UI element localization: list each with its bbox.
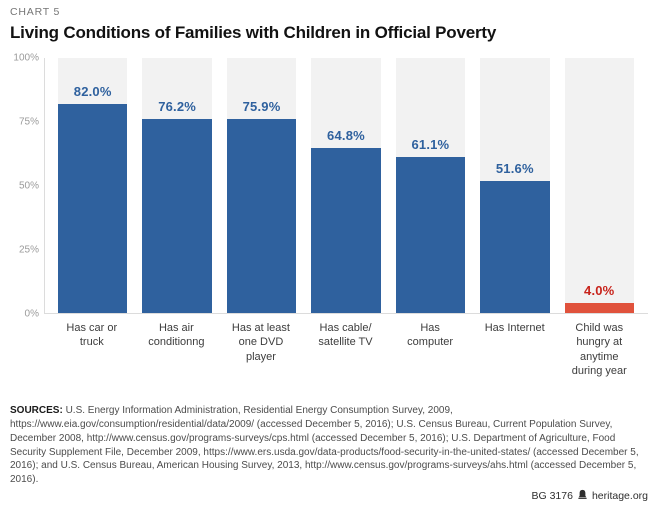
category-label: Has air conditionng (148, 322, 205, 349)
bar-chart: 100% 75% 50% 25% 0% 82.0% 76.2% 75.9% 64.8% 61.1… (10, 53, 648, 378)
bar (564, 302, 634, 313)
bar-column: 64.8% (311, 58, 381, 313)
bar-value-label: 61.1% (411, 137, 450, 153)
bar-column: 75.9% (226, 58, 297, 313)
bar-column: 82.0% (58, 58, 128, 313)
footer-report-id: BG 3176 (531, 490, 573, 502)
category-label: Child was hungry at anytime during year (571, 322, 627, 377)
bar (311, 147, 381, 313)
category-label: Has computer (407, 322, 454, 349)
bar-column: 51.6% (480, 58, 550, 313)
y-tick-label: 75% (18, 116, 39, 128)
footer-site: heritage.org (591, 490, 648, 502)
bar-value-label: 51.6% (495, 161, 534, 177)
category-label: Has at least one DVD player (231, 322, 290, 363)
bar-value-label: 82.0% (73, 83, 112, 99)
bar-value-label: 64.8% (327, 127, 365, 143)
plot-area: 82.0% 76.2% 75.9% 64.8% 61.1% 51.6% 4.0% (44, 58, 648, 314)
y-tick-label: 50% (18, 180, 39, 192)
heritage-bell-icon (577, 489, 588, 503)
category-label: Has car or truck (66, 322, 118, 349)
chart-title: Living Conditions of Families with Child… (10, 23, 497, 42)
category-label: Has cable/ satellite TV (318, 322, 373, 349)
y-tick-label: 100% (13, 52, 39, 64)
footer: BG 3176 heritage.org (531, 489, 648, 503)
bar-column: 61.1% (395, 58, 466, 313)
bar (142, 118, 212, 313)
x-axis-labels: Has car or truck Has air conditionng Has a… (44, 314, 648, 378)
bar-value-label: 76.2% (158, 98, 197, 114)
bar-column: 76.2% (142, 58, 212, 313)
bar (395, 157, 466, 313)
y-tick-label: 25% (18, 244, 39, 256)
y-axis: 100% 75% 50% 25% 0% (10, 53, 44, 320)
bar-value-label: 4.0% (584, 282, 615, 298)
bar-value-label: 75.9% (242, 99, 281, 115)
sources-note: SOURCES: U.S. Energy Information Adminis… (10, 404, 648, 487)
bar (226, 119, 297, 313)
category-label: Has Internet (484, 322, 545, 334)
sources-text: U.S. Energy Information Administration, … (10, 405, 639, 486)
bar (58, 103, 128, 313)
sources-label: SOURCES: (10, 405, 63, 417)
bar (480, 181, 550, 313)
y-tick-label: 0% (24, 308, 39, 320)
plot-row: 100% 75% 50% 25% 0% 82.0% 76.2% 75.9% 64.8% 61.1… (10, 53, 648, 320)
chart-number: CHART 5 (10, 6, 61, 18)
bar-column: 4.0% (564, 58, 634, 313)
